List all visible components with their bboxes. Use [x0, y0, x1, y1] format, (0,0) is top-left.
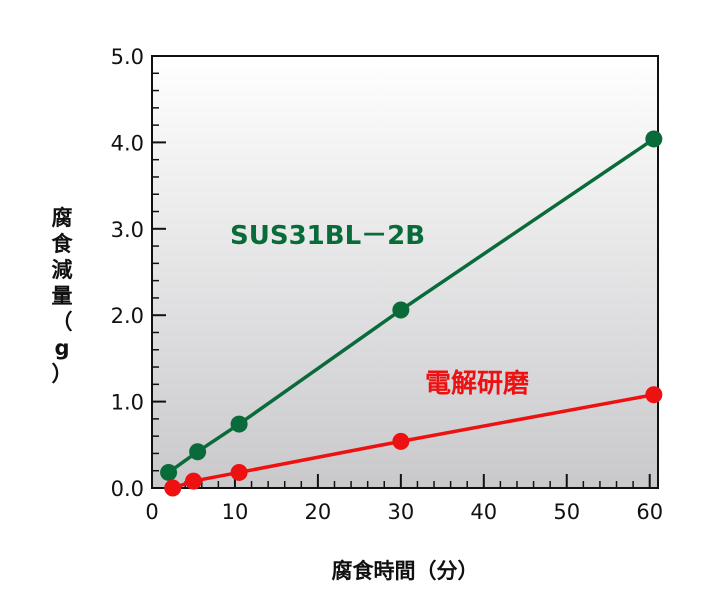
y-tick-label: 2.0 — [111, 304, 144, 328]
data-point-2 — [392, 432, 410, 450]
x-tick-label: 0 — [145, 500, 158, 524]
data-point-1 — [392, 301, 410, 319]
data-point-1 — [160, 463, 178, 481]
y-tick-label: 0.0 — [111, 477, 144, 501]
series-layer — [160, 130, 663, 497]
plot-area — [151, 55, 659, 489]
data-point-1 — [230, 415, 248, 433]
x-axis-title: 腐食時間（分） — [332, 559, 479, 583]
y-tick-label: 1.0 — [111, 391, 144, 415]
y-tick-label: 5.0 — [111, 45, 144, 69]
data-point-1 — [645, 130, 663, 148]
x-tick-label: 40 — [470, 500, 497, 524]
data-point-2 — [230, 463, 248, 481]
series-label-sus: SUS31BL－2B — [230, 221, 425, 251]
data-point-2 — [164, 479, 182, 497]
y-axis-ticks: 0.0 1.0 2.0 3.0 4.0 5.0 — [111, 45, 166, 501]
x-tick-label: 20 — [305, 500, 332, 524]
data-point-1 — [189, 443, 207, 461]
y-tick-label: 4.0 — [111, 131, 144, 155]
minor-ticks — [152, 72, 634, 488]
y-axis-title: 腐食減量（ g） — [52, 206, 74, 386]
data-point-2 — [645, 386, 663, 404]
series-label-electropolish: 電解研磨 — [425, 369, 529, 399]
data-point-2 — [184, 472, 202, 490]
y-tick-label: 3.0 — [111, 218, 144, 242]
x-axis-ticks: 0 10 20 30 40 50 60 — [145, 474, 663, 524]
x-tick-label: 10 — [222, 500, 249, 524]
x-tick-label: 30 — [387, 500, 414, 524]
x-tick-label: 60 — [636, 500, 663, 524]
x-tick-label: 50 — [553, 500, 580, 524]
